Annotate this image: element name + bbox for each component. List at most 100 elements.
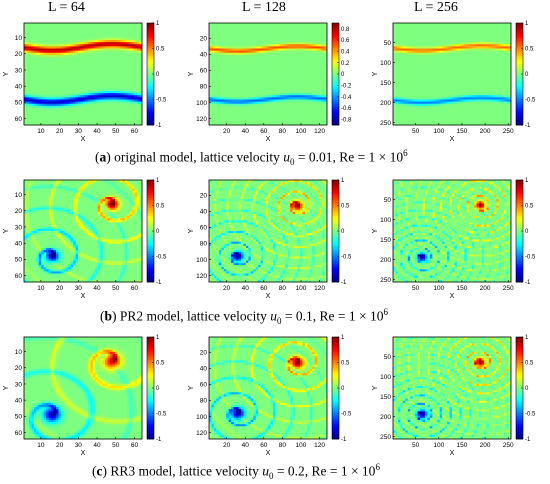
heatmap-cell (100, 59, 104, 62)
heatmap-cell (102, 57, 106, 60)
heatmap-cell (28, 82, 32, 86)
heatmap-cell (83, 37, 86, 41)
heatmap-cell (139, 27, 143, 30)
heatmap-cell (78, 71, 81, 75)
heatmap-cell (55, 33, 59, 37)
heatmap-cell (38, 52, 42, 56)
heatmap-cell (70, 74, 74, 77)
heatmap-cell (107, 44, 111, 47)
heatmap-cell (65, 86, 69, 90)
heatmap-cell (65, 103, 69, 107)
heatmap-cell (105, 42, 108, 45)
heatmap-cell (68, 69, 72, 73)
heatmap-cell (60, 82, 64, 86)
heatmap-cell (105, 95, 108, 98)
heatmap-cell (63, 44, 67, 47)
heatmap-cell (100, 65, 104, 69)
heatmap-cell (73, 82, 77, 86)
heatmap-cell (100, 31, 104, 35)
heatmap-cell (80, 42, 84, 45)
heatmap-cell (38, 27, 42, 30)
heatmap-cell (60, 88, 64, 92)
heatmap-cell (92, 59, 96, 62)
heatmap-cell (48, 86, 52, 90)
heatmap-cell (60, 46, 64, 49)
heatmap-cell (68, 48, 72, 52)
heatmap-cell (48, 44, 52, 47)
heatmap-cell (78, 57, 81, 60)
heatmap-cell (139, 95, 143, 98)
heatmap-cell (53, 42, 57, 45)
heatmap-cell (139, 69, 143, 73)
heatmap-cell (46, 105, 49, 109)
heatmap-cell (60, 84, 64, 88)
heatmap-cell (117, 23, 121, 26)
heatmap-cell (107, 46, 111, 49)
heatmap-cell (122, 40, 126, 43)
heatmap-cell (137, 40, 140, 43)
x-tick-label: 80 (279, 128, 287, 135)
heatmap-cell (107, 78, 111, 81)
heatmap-cell (129, 99, 133, 103)
heatmap-cell (75, 95, 79, 98)
heatmap-cell (87, 103, 91, 107)
colorbar-segment (332, 66, 339, 70)
heatmap-cell (105, 37, 108, 41)
heatmap-cell (127, 82, 131, 86)
heatmap-cell (31, 54, 35, 58)
heatmap-cell (107, 84, 111, 88)
heatmap-cell (127, 50, 131, 54)
heatmap-cell (124, 23, 128, 26)
heatmap-cell (55, 84, 59, 88)
heatmap-cell (117, 93, 121, 96)
heatmap-cell (95, 52, 99, 56)
heatmap-cell (139, 86, 143, 90)
heatmap-cell (95, 31, 99, 35)
heatmap-cell (107, 50, 111, 54)
heatmap-cell (124, 86, 128, 90)
heatmap-cell (51, 48, 54, 52)
heatmap-cell (55, 69, 59, 73)
heatmap-cell (87, 97, 91, 100)
heatmap-cell (51, 95, 54, 98)
heatmap-cell (75, 82, 79, 86)
heatmap-cell (33, 44, 37, 47)
heatmap-cell (129, 86, 133, 90)
heatmap-cell (63, 69, 67, 73)
heatmap-cell (43, 59, 47, 62)
heatmap-cell (51, 52, 54, 56)
heatmap-cell (26, 76, 30, 79)
heatmap-cell (100, 37, 104, 41)
colorbar-segment (332, 107, 339, 111)
heatmap-cell (73, 48, 77, 52)
heatmap-cell (63, 63, 67, 66)
heatmap-cell (55, 67, 59, 71)
heatmap-cell (60, 74, 64, 77)
heatmap-cell (55, 103, 59, 107)
heatmap-cell (122, 42, 126, 45)
heatmap-cell (63, 74, 67, 77)
heatmap-cell (117, 105, 121, 109)
heatmap-cell (112, 40, 116, 43)
heatmap-cell (73, 95, 77, 98)
heatmap-cell (70, 63, 74, 66)
heatmap-cell (26, 40, 30, 43)
heatmap-cell (28, 93, 32, 96)
heatmap-cell (95, 80, 99, 83)
heatmap-cell (100, 80, 104, 83)
heatmap-cell (114, 29, 118, 32)
heatmap-cell (122, 88, 126, 92)
heatmap-cell (78, 95, 81, 98)
heatmap-cell (137, 69, 140, 73)
colorbar-segment (332, 117, 339, 121)
heatmap-cell (73, 86, 77, 90)
heatmap-cell (97, 37, 101, 41)
heatmap-cell (132, 46, 136, 49)
heatmap-cell (95, 108, 99, 111)
heatmap-cell (58, 46, 62, 49)
heatmap-cell (24, 48, 27, 52)
heatmap-cell (51, 93, 54, 96)
heatmap-cell (122, 65, 126, 69)
heatmap-cell (90, 33, 94, 37)
heatmap-cell (80, 31, 84, 35)
